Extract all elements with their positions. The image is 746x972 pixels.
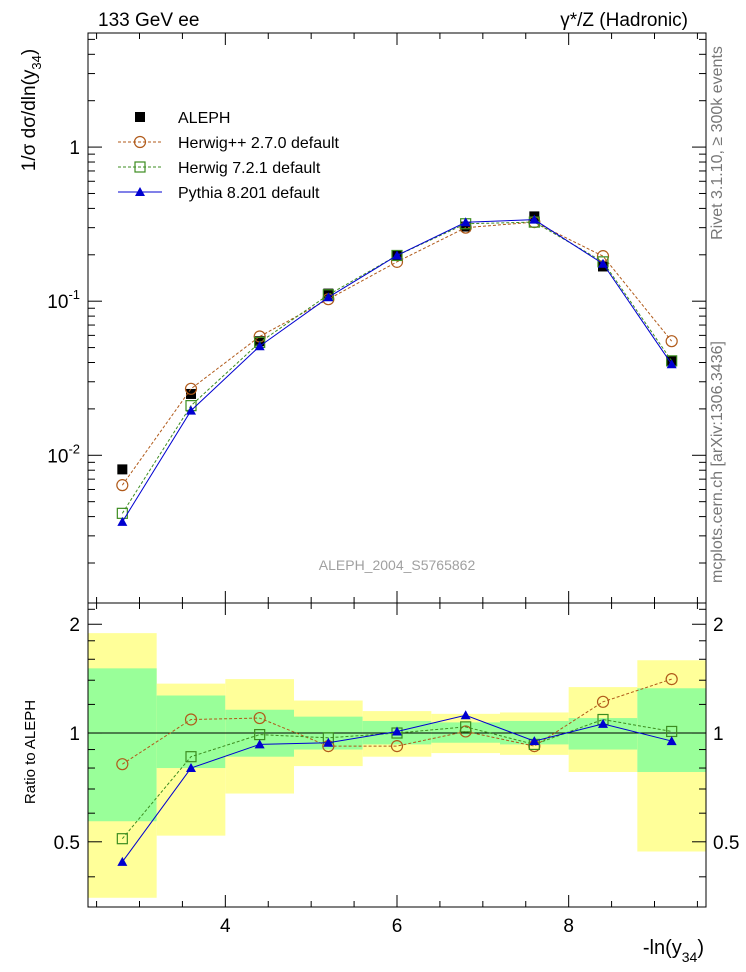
y-tick-label: 1: [69, 138, 80, 159]
data-point-3: [186, 405, 196, 415]
ratio-point-2: [117, 856, 128, 866]
ratio-point-1: [460, 721, 472, 733]
ratio-y-tick-label-right: 2: [713, 615, 724, 636]
data-point-1: [184, 382, 198, 395]
header-right: γ*/Z (Hadronic): [560, 10, 688, 31]
legend-marker-1: [133, 135, 147, 149]
legend-marker-3: [135, 187, 145, 196]
ratio-y-tick-label: 1: [69, 724, 80, 745]
y-tick-label: 10-2: [47, 441, 80, 467]
analysis-watermark: ALEPH_2004_S5765862: [319, 557, 476, 573]
rivet-label: Rivet 3.1.10, ≥ 300k events: [709, 46, 726, 240]
ratio-point-0: [253, 711, 266, 725]
data-point-0: [254, 336, 265, 347]
ratio-point-2: [254, 739, 265, 749]
data-point-3: [254, 341, 265, 351]
ratio-y-tick-label-right: 0.5: [713, 833, 739, 854]
ratio-point-2: [186, 763, 196, 773]
ratio-point-0: [596, 695, 610, 708]
main-y-axis-label: 1/σ dσ/dln(y34): [19, 49, 44, 171]
x-axis-label: -ln(y34): [643, 937, 704, 965]
svg-text:1/σ dσ/dln(y34): 1/σ dσ/dln(y34): [19, 49, 44, 171]
ratio-point-2: [392, 726, 402, 736]
ratio-point-2: [666, 736, 677, 746]
ratio-point-1: [185, 751, 197, 763]
data-point-3: [392, 250, 402, 260]
ratio-point-0: [390, 740, 404, 753]
series-line-1: [121, 221, 673, 486]
mcplots-label: mcplots.cern.ch [arXiv:1306.3436]: [709, 341, 726, 583]
ratio-point-2: [460, 710, 471, 720]
data-point-3: [117, 516, 128, 526]
x-tick-label: 4: [220, 916, 231, 937]
y-tick-label: 10-1: [47, 287, 80, 313]
data-point-1: [116, 479, 129, 492]
x-tick-label: 6: [392, 916, 403, 937]
data-point-3: [529, 214, 540, 224]
series-line-3: [121, 219, 673, 523]
ratio-point-2: [598, 718, 608, 728]
ratio-y-tick-label-right: 1: [713, 724, 724, 745]
ratio-band-stat: [637, 688, 706, 773]
ratio-point-0: [116, 758, 129, 771]
data-point-3: [598, 258, 608, 268]
ratio-y-axis-label: Ratio to ALEPH: [22, 700, 39, 804]
data-point-0: [117, 464, 128, 475]
ratio-point-2: [323, 737, 334, 747]
ratio-y-tick-label: 0.5: [54, 833, 80, 854]
data-point-3: [323, 292, 334, 302]
ratio-point-2: [529, 736, 540, 746]
data-point-0: [460, 221, 471, 232]
ratio-point-1: [116, 833, 128, 845]
legend-label-0: ALEPH: [178, 110, 230, 127]
header-left: 133 GeV ee: [98, 10, 199, 31]
legend-marker-0: [135, 112, 145, 122]
ratio-point-0: [665, 673, 678, 686]
ratio-band-stat: [88, 668, 157, 822]
data-point-3: [460, 217, 471, 227]
data-point-1: [665, 335, 678, 348]
ratio-y-tick-label: 2: [69, 615, 80, 636]
legend-label-2: Herwig 7.2.1 default: [178, 160, 321, 177]
series-line-2: [121, 221, 673, 514]
legend-label-1: Herwig++ 2.7.0 default: [178, 135, 340, 152]
legend-marker-2: [134, 161, 146, 173]
x-tick-label: 8: [563, 916, 574, 937]
legend-label-3: Pythia 8.201 default: [178, 185, 320, 202]
ratio-band-stat: [156, 695, 226, 769]
ratio-point-0: [184, 713, 198, 726]
data-point-3: [666, 359, 677, 369]
